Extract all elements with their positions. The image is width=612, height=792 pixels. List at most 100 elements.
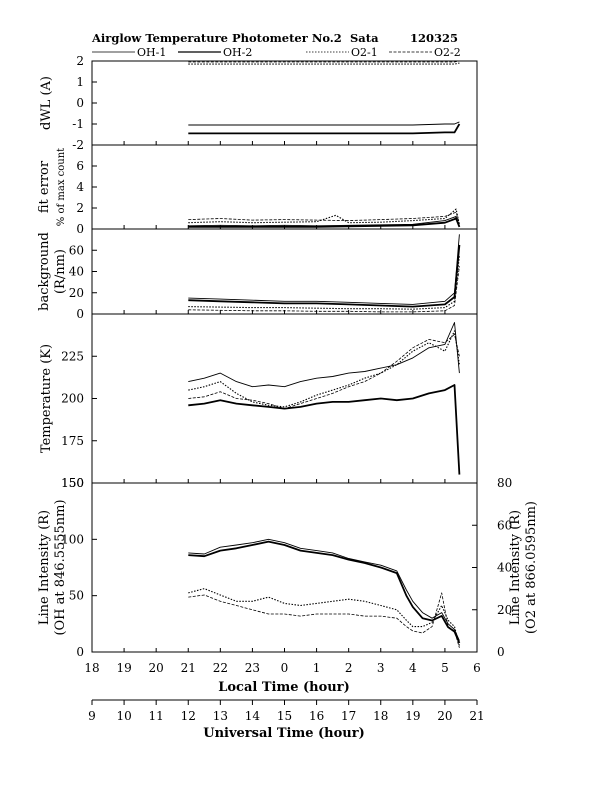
series-oh-2-line (188, 217, 461, 228)
ut-tick-label: 14 (245, 709, 261, 723)
y2-tick-label: 60 (497, 518, 512, 532)
legend-label: OH-2 (223, 46, 252, 59)
y-tick-label: -2 (72, 138, 84, 152)
y-tick-label: 0 (76, 645, 84, 659)
panel-dwl: -2 -1 0 1 2 dWL (A) (39, 54, 478, 152)
y-tick-label: 200 (61, 392, 84, 406)
y-tick-label: 0 (76, 307, 84, 321)
ut-tick-label: 12 (181, 709, 196, 723)
series-o2-1-line (188, 208, 460, 225)
y-axis-subtitle: % of max count (56, 148, 67, 226)
y-tick-label: 175 (61, 434, 84, 448)
y-tick-label: 4 (76, 180, 84, 194)
panel-fit: 0 2 4 6 fit error % of max count (37, 144, 478, 236)
y-tick-label: 150 (61, 476, 84, 490)
panel-frame (91, 144, 478, 230)
y-tick-label: 2 (76, 201, 84, 215)
chart-legend: OH-1 OH-2 O2-1 O2-2 (92, 46, 461, 59)
series-o2-1-line (188, 255, 460, 310)
series-o2-2-line (188, 211, 460, 224)
y-tick-label: 0 (76, 96, 84, 110)
y-tick-label: 40 (69, 265, 84, 279)
legend-label: O2-1 (351, 46, 378, 59)
y-tick-label: -1 (72, 117, 84, 131)
local-time-tick-label: 5 (441, 661, 449, 675)
local-time-tick-label: 19 (116, 661, 131, 675)
y2-tick-label: 40 (497, 561, 512, 575)
local-time-tick-label: 3 (377, 661, 385, 675)
y-tick-label: 1 (76, 75, 84, 89)
y2-tick-label: 20 (497, 603, 512, 617)
ut-tick-label: 9 (88, 709, 96, 723)
ut-axis-title: Universal Time (hour) (203, 726, 365, 741)
local-time-tick-label: 6 (473, 661, 481, 675)
ut-tick-label: 17 (341, 709, 356, 723)
series-o2-1-line (188, 588, 460, 646)
panel-frame (91, 313, 478, 484)
local-time-tick-label: 2 (345, 661, 353, 675)
legend-label: OH-1 (137, 46, 166, 59)
series-o2-1-line (188, 62, 460, 65)
series-oh-1-line (188, 121, 460, 126)
series-oh-1-line (188, 215, 460, 227)
local-time-tick-label: 21 (181, 661, 196, 675)
y-tick-label: 6 (76, 159, 84, 173)
y-axis-title: Temperature (K) (39, 344, 54, 453)
series-o2-2-line (188, 266, 460, 313)
series-o2-2-line (188, 333, 460, 410)
local-time-tick-label: 22 (213, 661, 228, 675)
series-o2-2-line (188, 60, 460, 63)
y-axis-title: fit error (37, 160, 52, 213)
y2-axis-title: Line Intensity (R) (508, 510, 523, 625)
time-axes: 18 19 20 21 22 23 0 1 2 3 4 5 6 Local Time (hour) 9 10 1… (84, 661, 484, 741)
ut-tick-label: 16 (309, 709, 324, 723)
local-time-tick-label: 0 (281, 661, 289, 675)
panel-int: 0 50 100 150 Line Intensity (R) (OH at 846.55… (37, 476, 539, 659)
ut-tick-label: 15 (277, 709, 292, 723)
ut-tick-label: 20 (437, 709, 452, 723)
y-tick-label: 60 (69, 243, 84, 257)
ut-tick-label: 11 (149, 709, 164, 723)
y-tick-label: 100 (61, 532, 84, 546)
series-oh-1-line (188, 538, 460, 641)
y-tick-label: 2 (76, 54, 84, 68)
series-oh-2-line (188, 384, 461, 475)
panel-frame (91, 482, 478, 653)
chart-header: Airglow Temperature Photometer No.2 Sata… (91, 31, 458, 45)
y-tick-label: 50 (69, 589, 84, 603)
series-o2-2-line (188, 592, 460, 648)
y-axis-title: dWL (A) (39, 76, 54, 130)
series-oh-2-line (188, 244, 461, 308)
local-time-axis-title: Local Time (hour) (218, 680, 350, 695)
y2-tick-label: 80 (497, 476, 512, 490)
panel-temp: 150 175 200 225 Temperature (K) (39, 313, 478, 490)
y-axis-subtitle: (OH at 846.5555nm) (53, 499, 68, 635)
ut-tick-label: 18 (373, 709, 388, 723)
ut-tick-label: 21 (469, 709, 484, 723)
y-tick-label: 225 (61, 349, 84, 363)
local-time-tick-label: 18 (84, 661, 99, 675)
legend-label: O2-2 (434, 46, 461, 59)
y-tick-label: 0 (76, 222, 84, 236)
series-oh-2-line (188, 540, 461, 644)
y-tick-label: 20 (69, 286, 84, 300)
local-time-tick-label: 20 (149, 661, 164, 675)
series-oh-2-line (188, 123, 461, 135)
y2-tick-label: 0 (497, 645, 505, 659)
panel-bg: 0 20 40 60 background (R/nm) (37, 228, 478, 321)
ut-tick-label: 19 (405, 709, 420, 723)
chart-title: Airglow Temperature Photometer No.2 (91, 31, 342, 45)
y-axis-subtitle: (R/nm) (53, 249, 68, 294)
y-tick-label: 150 (61, 476, 84, 490)
series-oh-1-line (188, 234, 460, 305)
chart-panels: -2 -1 0 1 2 dWL (A) 0 2 4 6 fit error % of max coun… (37, 54, 539, 659)
local-time-tick-label: 23 (245, 661, 260, 675)
date-code: 120325 (410, 31, 458, 45)
y-axis-title: background (37, 232, 52, 311)
ut-tick-label: 10 (116, 709, 131, 723)
y2-axis-subtitle: (O2 at 866.0595nm) (524, 501, 539, 634)
series-oh-1-line (188, 322, 460, 388)
local-time-tick-label: 4 (409, 661, 417, 675)
station-name: Sata (350, 31, 379, 45)
